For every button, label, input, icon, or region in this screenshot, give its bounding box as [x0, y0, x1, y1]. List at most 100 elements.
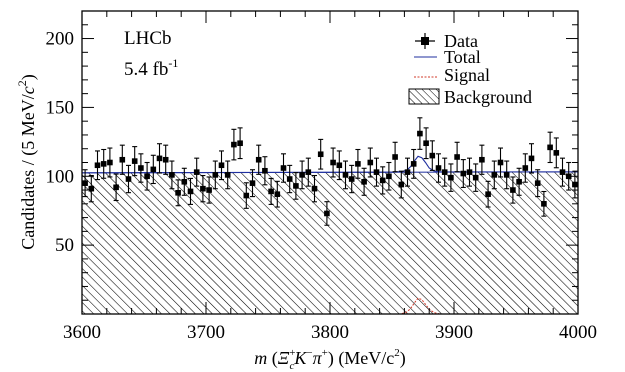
data-point — [547, 131, 553, 164]
y-tick-label: 50 — [55, 235, 74, 256]
data-point — [286, 164, 293, 194]
data-point — [131, 146, 138, 177]
data-point — [107, 147, 113, 178]
data-point — [398, 170, 405, 199]
data-point — [181, 167, 188, 196]
data-point — [187, 177, 194, 205]
data-point — [435, 153, 442, 183]
data-point — [156, 143, 163, 174]
data-point — [466, 157, 473, 187]
data-point — [82, 169, 88, 198]
data-point — [460, 159, 467, 188]
data-point — [503, 160, 510, 190]
data-point — [355, 148, 361, 179]
data-point — [448, 163, 454, 192]
x-tick-label: 4000 — [559, 322, 597, 343]
signal-fit-line — [401, 297, 440, 314]
data-point — [249, 169, 256, 198]
data-point — [125, 164, 132, 194]
data-point — [305, 157, 312, 187]
data-point — [361, 167, 367, 196]
data-point — [138, 153, 144, 183]
data-point — [404, 157, 411, 187]
data-point — [218, 150, 225, 181]
data-point — [417, 117, 423, 150]
data-point — [255, 144, 262, 175]
data-point — [268, 177, 274, 205]
x-tick-label: 3800 — [311, 322, 349, 343]
data-point — [392, 141, 398, 173]
data-point — [193, 157, 200, 187]
plot-area — [82, 117, 578, 314]
data-point — [206, 176, 212, 204]
legend-label-data: Data — [444, 31, 478, 51]
data-points — [82, 117, 578, 226]
y-axis-title: Candidates / (5 MeV/c2) — [15, 74, 39, 249]
data-point — [262, 156, 268, 186]
data-point — [317, 138, 324, 170]
data-point — [367, 147, 374, 178]
total-fit-line — [82, 155, 578, 174]
data-point — [510, 176, 516, 204]
x-tick-label: 3900 — [435, 322, 473, 343]
data-point — [293, 172, 299, 200]
y-axis-ticks: 50 100 150 200 — [46, 10, 578, 301]
data-point — [479, 144, 485, 175]
legend-label-signal: Signal — [444, 65, 490, 85]
data-point — [311, 174, 318, 203]
data-point — [429, 140, 436, 171]
data-point — [497, 147, 504, 178]
data-point — [94, 150, 101, 181]
luminosity-label: 5.4 fb-1 — [124, 56, 178, 80]
y-tick-label: 150 — [46, 97, 75, 118]
data-point — [88, 174, 95, 203]
legend-label-background: Background — [444, 87, 532, 107]
data-point — [386, 161, 392, 191]
data-point — [541, 190, 547, 217]
data-point — [379, 166, 386, 195]
data-point — [491, 160, 498, 190]
legend-marker-data — [415, 33, 435, 49]
data-point — [342, 160, 349, 190]
data-point — [373, 157, 380, 187]
data-point — [212, 160, 219, 190]
data-point — [454, 141, 460, 173]
data-point — [516, 167, 522, 196]
data-point — [472, 163, 479, 192]
x-tick-label: 3600 — [63, 322, 101, 343]
data-point — [162, 144, 169, 175]
data-point — [559, 157, 566, 187]
data-point — [200, 174, 206, 203]
data-point — [274, 180, 281, 208]
legend-label-total: Total — [444, 47, 481, 67]
data-point — [100, 148, 107, 179]
data-point — [485, 180, 491, 208]
data-point — [330, 147, 336, 178]
data-point — [324, 201, 330, 226]
experiment-label: LHCb — [124, 28, 172, 49]
data-point — [144, 161, 150, 191]
data-point — [522, 153, 529, 183]
data-point — [572, 170, 578, 199]
data-point — [553, 137, 560, 169]
data-point — [534, 169, 541, 198]
x-axis-ticks: 3600 3700 3800 3900 4000 — [63, 11, 597, 343]
data-point — [410, 148, 417, 179]
data-point — [113, 173, 119, 202]
data-point — [175, 179, 181, 207]
data-point — [237, 127, 243, 160]
data-point — [150, 154, 157, 185]
legend-marker-background — [408, 88, 440, 105]
data-point — [280, 153, 287, 183]
data-point — [299, 160, 305, 190]
legend: Data Total Signal Background — [408, 31, 532, 107]
data-point — [348, 164, 355, 194]
data-point — [528, 143, 535, 174]
data-point — [441, 157, 448, 187]
background-hatched-area — [82, 171, 578, 314]
data-point — [243, 182, 250, 209]
y-tick-label: 200 — [46, 29, 75, 50]
data-point — [231, 128, 237, 161]
x-axis-title: m (Ξ+ cK−π+) (MeV/c2) — [254, 347, 406, 372]
